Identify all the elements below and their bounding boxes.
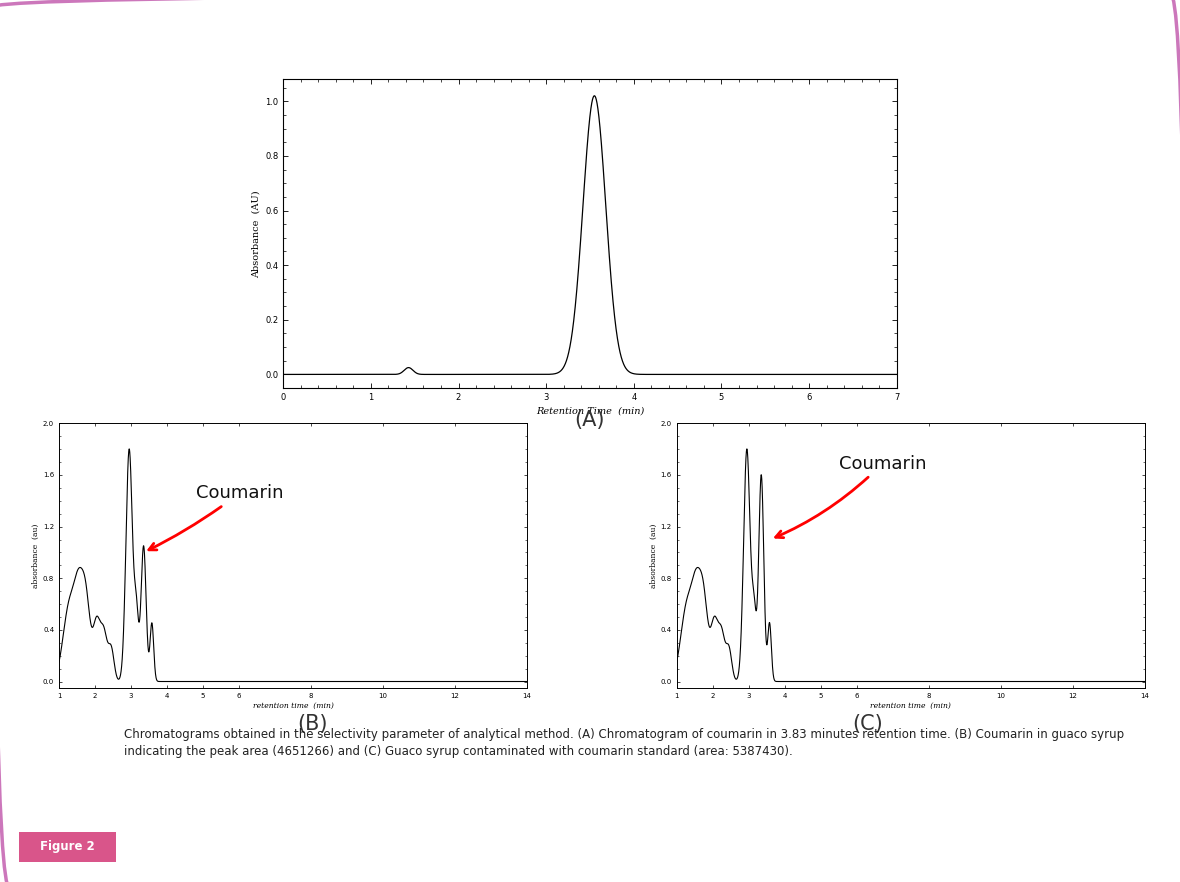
Text: Chromatograms obtained in the selectivity parameter of analytical method. (A) Ch: Chromatograms obtained in the selectivit… — [124, 728, 1125, 758]
Y-axis label: absorbance  (au): absorbance (au) — [650, 524, 657, 587]
X-axis label: retention time  (min): retention time (min) — [870, 701, 951, 710]
Text: Coumarin: Coumarin — [149, 484, 283, 549]
X-axis label: Retention Time  (min): Retention Time (min) — [536, 406, 644, 415]
Text: (B): (B) — [297, 714, 328, 735]
Text: Figure 2: Figure 2 — [40, 841, 94, 853]
X-axis label: retention time  (min): retention time (min) — [253, 701, 334, 710]
Y-axis label: Absorbance  (AU): Absorbance (AU) — [251, 190, 261, 278]
Text: (C): (C) — [852, 714, 883, 735]
Text: (A): (A) — [575, 410, 605, 430]
Text: Coumarin: Coumarin — [775, 454, 926, 538]
Y-axis label: absorbance  (au): absorbance (au) — [32, 524, 40, 587]
